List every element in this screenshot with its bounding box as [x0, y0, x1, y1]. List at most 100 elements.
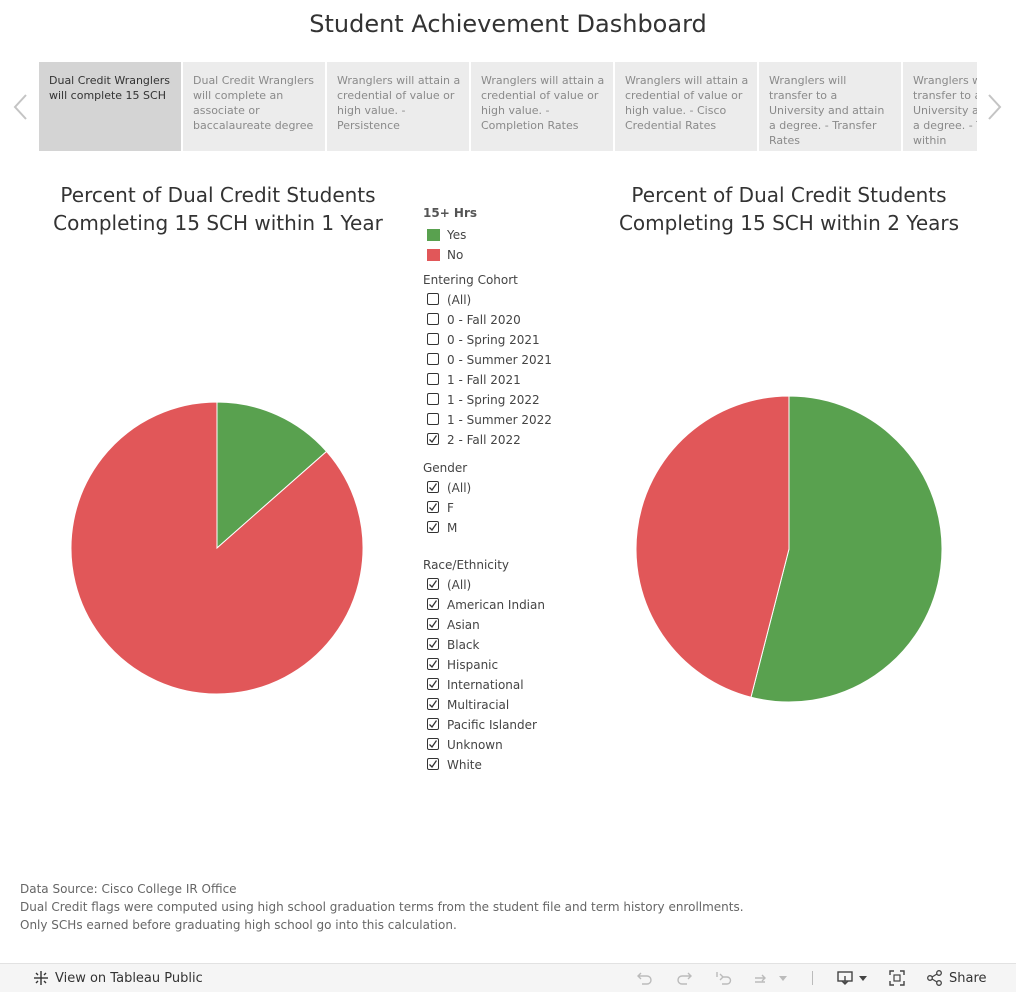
download-icon [837, 971, 853, 985]
data-source-note: Data Source: Cisco College IR Office [20, 882, 237, 896]
story-tab[interactable]: Wranglers will attain a credential of va… [615, 62, 757, 151]
checkbox-checked[interactable] [427, 433, 439, 445]
filter-option-label: 2 - Fall 2022 [447, 433, 521, 447]
checkmark-icon [429, 503, 437, 511]
filter-option-label: (All) [447, 481, 472, 495]
checkbox-checked[interactable] [427, 758, 439, 770]
caret-down-icon [779, 976, 787, 981]
redo-icon [677, 972, 692, 985]
pie-slice-yes[interactable] [216, 401, 328, 550]
checkbox-checked[interactable] [427, 618, 439, 630]
filter-option-label: 1 - Summer 2022 [447, 413, 552, 427]
checkbox-checked[interactable] [427, 501, 439, 513]
checkbox-checked[interactable] [427, 521, 439, 533]
checkmark-icon [429, 580, 437, 588]
story-tab[interactable]: Wranglers will transfer to a University … [759, 62, 901, 151]
filter-option-label: 0 - Spring 2021 [447, 333, 540, 347]
checkbox-checked[interactable] [427, 738, 439, 750]
filter-option-label: 1 - Spring 2022 [447, 393, 540, 407]
footer-notes: Data Source: Cisco College IR Office Dua… [20, 880, 744, 934]
tableau-logo-icon [34, 971, 48, 985]
chart-1-title: Percent of Dual Credit Students Completi… [40, 181, 396, 237]
story-tabs: Dual Credit Wranglers will complete 15 S… [39, 62, 977, 151]
gender-filter-title: Gender [423, 461, 468, 475]
view-on-tableau-link[interactable]: View on Tableau Public [33, 968, 203, 988]
filter-option-label: Unknown [447, 738, 503, 752]
undo-icon [637, 972, 652, 985]
share-label: Share [949, 970, 987, 986]
story-tab[interactable]: Dual Credit Wranglers will complete 15 S… [39, 62, 181, 151]
pie-chart-1[interactable] [70, 401, 365, 696]
story-tab[interactable]: Wranglers will transfer to a University … [903, 62, 977, 151]
checkmark-icon [429, 660, 437, 668]
filter-option-label: International [447, 678, 524, 692]
pie-slice-yes[interactable] [750, 395, 943, 703]
checkmark-icon [429, 700, 437, 708]
refresh-button[interactable] [752, 968, 788, 988]
checkbox-unchecked[interactable] [427, 373, 439, 385]
redo-button[interactable] [675, 968, 693, 988]
checkbox-checked[interactable] [427, 698, 439, 710]
undo-button[interactable] [636, 968, 654, 988]
filter-option-label: White [447, 758, 482, 772]
filter-option-label: Asian [447, 618, 480, 632]
methodology-note: Dual Credit flags were computed using hi… [20, 900, 744, 914]
checkmark-icon [429, 435, 437, 443]
filter-option-label: M [447, 521, 458, 535]
pie-chart-2[interactable] [635, 395, 944, 704]
filter-option-label: Black [447, 638, 480, 652]
cohort-filter-title: Entering Cohort [423, 273, 518, 287]
refresh-icon [755, 974, 766, 983]
checkmark-icon [429, 720, 437, 728]
chart-2-title-line1: Percent of Dual Credit Students [631, 183, 947, 207]
checkbox-unchecked[interactable] [427, 293, 439, 305]
share-icon [927, 970, 942, 986]
filter-option-label: Hispanic [447, 658, 499, 672]
fullscreen-icon [889, 970, 905, 986]
chart-2-title-line2: Completing 15 SCH within 2 Years [618, 211, 960, 235]
filter-option-label: 0 - Fall 2020 [447, 313, 521, 327]
legend-label: No [447, 248, 464, 262]
calculation-note: Only SCHs earned before graduating high … [20, 918, 457, 932]
legend-title: 15+ Hrs [423, 206, 478, 220]
pie-slice-no[interactable] [635, 395, 790, 698]
checkbox-unchecked[interactable] [427, 353, 439, 365]
chart-1-title-line2: Completing 15 SCH within 1 Year [53, 211, 383, 235]
filter-option-label: American Indian [447, 598, 545, 612]
toolbar-separator [812, 971, 813, 985]
checkmark-icon [429, 740, 437, 748]
chevron-right-icon [988, 94, 1002, 120]
story-tab[interactable]: Wranglers will attain a credential of va… [471, 62, 613, 151]
story-tab[interactable]: Wranglers will attain a credential of va… [327, 62, 469, 151]
checkbox-checked[interactable] [427, 598, 439, 610]
prev-story-button[interactable] [10, 92, 32, 122]
next-story-button[interactable] [984, 92, 1006, 122]
filter-option-label: (All) [447, 293, 472, 307]
download-button[interactable] [836, 968, 868, 988]
checkbox-checked[interactable] [427, 718, 439, 730]
dashboard-title: Student Achievement Dashboard [309, 10, 707, 38]
pie-slice-no[interactable] [70, 401, 364, 695]
filter-option-label: Multiracial [447, 698, 510, 712]
checkbox-unchecked[interactable] [427, 313, 439, 325]
checkbox-checked[interactable] [427, 678, 439, 690]
checkbox-unchecked[interactable] [427, 393, 439, 405]
filter-option-label: 1 - Fall 2021 [447, 373, 521, 387]
tableau-toolbar: View on Tableau Public [0, 963, 1016, 992]
story-tab[interactable]: Dual Credit Wranglers will complete an a… [183, 62, 325, 151]
checkbox-checked[interactable] [427, 638, 439, 650]
checkbox-checked[interactable] [427, 481, 439, 493]
filter-option-label: 0 - Summer 2021 [447, 353, 552, 367]
revert-button[interactable] [715, 968, 733, 988]
checkbox-checked[interactable] [427, 578, 439, 590]
filter-option-label: (All) [447, 578, 472, 592]
checkbox-unchecked[interactable] [427, 333, 439, 345]
checkbox-checked[interactable] [427, 658, 439, 670]
share-button[interactable]: Share [926, 968, 987, 988]
fullscreen-button[interactable] [888, 968, 906, 988]
chevron-left-icon [13, 94, 27, 120]
revert-icon [716, 972, 732, 985]
legend-label: Yes [447, 228, 467, 242]
filter-option-label: F [447, 501, 454, 515]
checkbox-unchecked[interactable] [427, 413, 439, 425]
